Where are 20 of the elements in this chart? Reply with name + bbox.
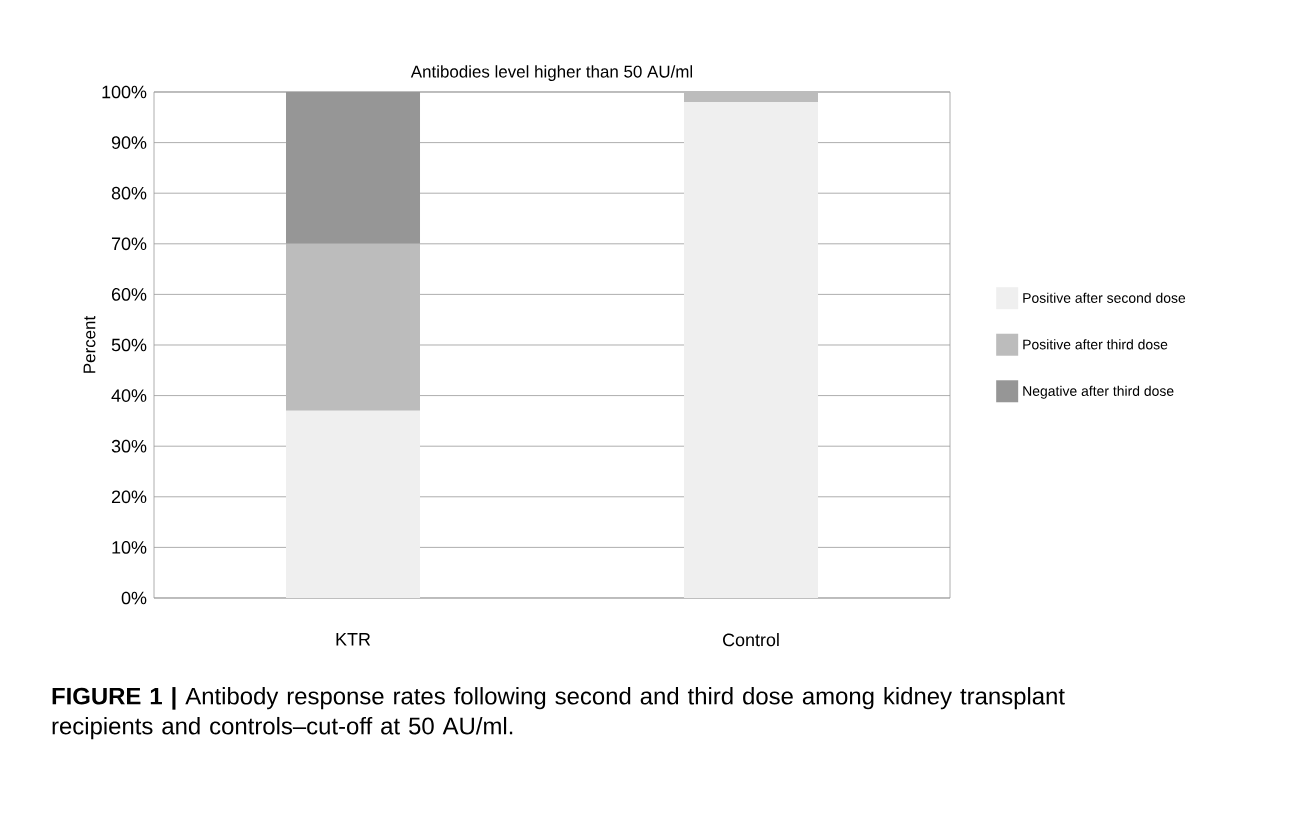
y-tick-label: 100% [102,85,147,99]
bar [286,410,421,598]
y-tick-label: 20% [111,490,147,504]
y-tick-label: 60% [111,288,147,301]
x-tick-label: KTR [336,633,371,646]
y-tick-label: 50% [111,338,147,352]
y-tick-label: 0% [121,591,147,605]
y-tick-label: 40% [111,389,147,402]
chart-title: Antibodies level higher than 50 AU/ml [410,65,693,81]
y-axis-title: Percent [83,315,96,373]
y-tick-label: 10% [112,541,147,554]
y-tick-label: 70% [111,237,147,251]
y-tick-label: 80% [111,186,147,200]
y-tick-label: 90% [111,136,147,149]
text: FIGURE 1 | Antibody response rates following second and third dose among kidney transplant recipients and controls–cut-off at 50 AU/ml. [52,687,1065,740]
x-tick-label: Control [723,633,779,647]
bar [684,102,819,598]
y-tick-label: 30% [111,439,147,453]
bar [286,243,421,411]
bar [684,91,819,103]
